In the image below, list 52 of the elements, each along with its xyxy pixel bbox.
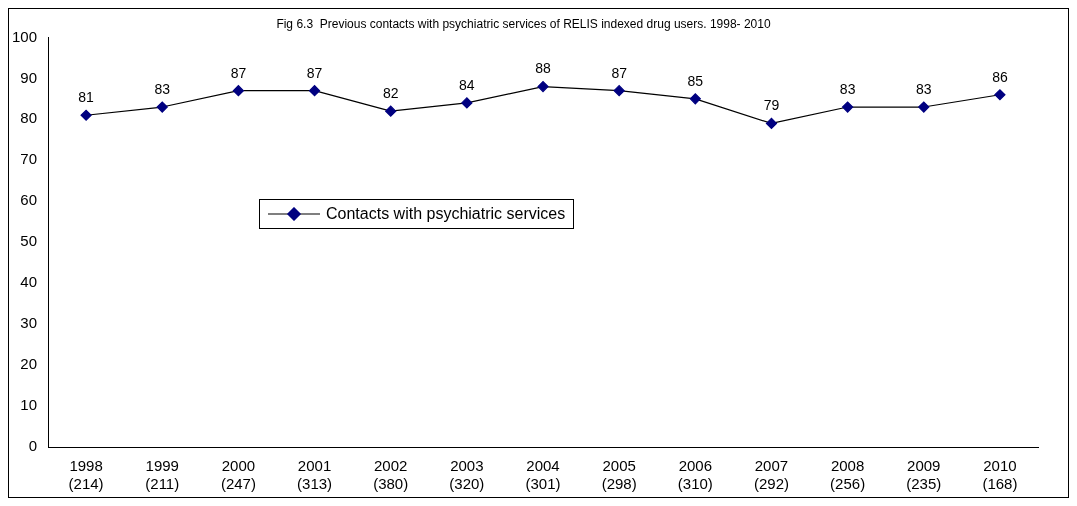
- y-tick-label: 10: [20, 396, 38, 414]
- point: [765, 117, 778, 130]
- point: [232, 85, 245, 97]
- x-tick-label: 2005 (298): [601, 457, 637, 493]
- x-tick-label: 2000 (247): [220, 457, 256, 493]
- y-tick-label: 60: [20, 191, 38, 209]
- x-tick-label: 2010 (168): [982, 457, 1018, 493]
- x-tick-label: 1999 (211): [145, 457, 180, 493]
- x-tick-label: 2002 (380): [373, 457, 409, 493]
- point: [537, 80, 549, 93]
- data-label: 84: [459, 76, 475, 93]
- point: [689, 93, 701, 105]
- x-tick-label: 1998 (214): [68, 457, 104, 493]
- data-label: 79: [763, 97, 780, 114]
- point: [308, 85, 321, 97]
- data-label: 83: [915, 80, 932, 97]
- y-tick-label: 100: [12, 27, 38, 45]
- x-tick-label: 2003 (320): [449, 457, 485, 493]
- y-tick-label: 70: [20, 150, 38, 168]
- y-tick-label: 30: [20, 314, 38, 332]
- point: [156, 101, 168, 113]
- x-tick-label: 2006 (310): [677, 457, 713, 493]
- y-tick-label: 40: [20, 273, 38, 291]
- x-tick-label: 2004 (301): [525, 457, 561, 493]
- y-tick-label: 0: [28, 437, 38, 455]
- point: [842, 101, 854, 113]
- y-tick-label: 80: [20, 109, 38, 127]
- legend-label: Contacts with psychiatric services: [326, 205, 566, 223]
- data-label: 83: [154, 80, 171, 97]
- chart-title: Fig 6.3 Previous contacts with psychiatric services of RELIS indexed drug users. 1998- 2010: [276, 16, 771, 31]
- data-label: 87: [611, 64, 628, 81]
- data-label: 87: [306, 64, 323, 81]
- data-label: 85: [687, 72, 704, 89]
- data-label: 88: [535, 60, 552, 77]
- x-tick-label: 2007 (292): [753, 457, 789, 493]
- data-label: 87: [230, 64, 247, 81]
- data-label: 82: [382, 84, 399, 101]
- point: [80, 109, 92, 121]
- point: [385, 105, 397, 117]
- point: [994, 89, 1006, 101]
- point: [918, 101, 930, 113]
- x-tick-label: 2001 (313): [297, 457, 333, 493]
- data-label: 86: [992, 68, 1008, 85]
- point: [461, 97, 473, 109]
- y-tick-label: 90: [20, 68, 38, 86]
- data-label: 81: [78, 89, 95, 106]
- x-tick-label: 2008 (256): [830, 457, 866, 493]
- y-tick-label: 20: [20, 355, 38, 373]
- x-tick-label: 2009 (235): [906, 457, 942, 493]
- data-label: 83: [839, 80, 856, 97]
- point: [613, 85, 625, 97]
- y-tick-label: 50: [20, 232, 38, 250]
